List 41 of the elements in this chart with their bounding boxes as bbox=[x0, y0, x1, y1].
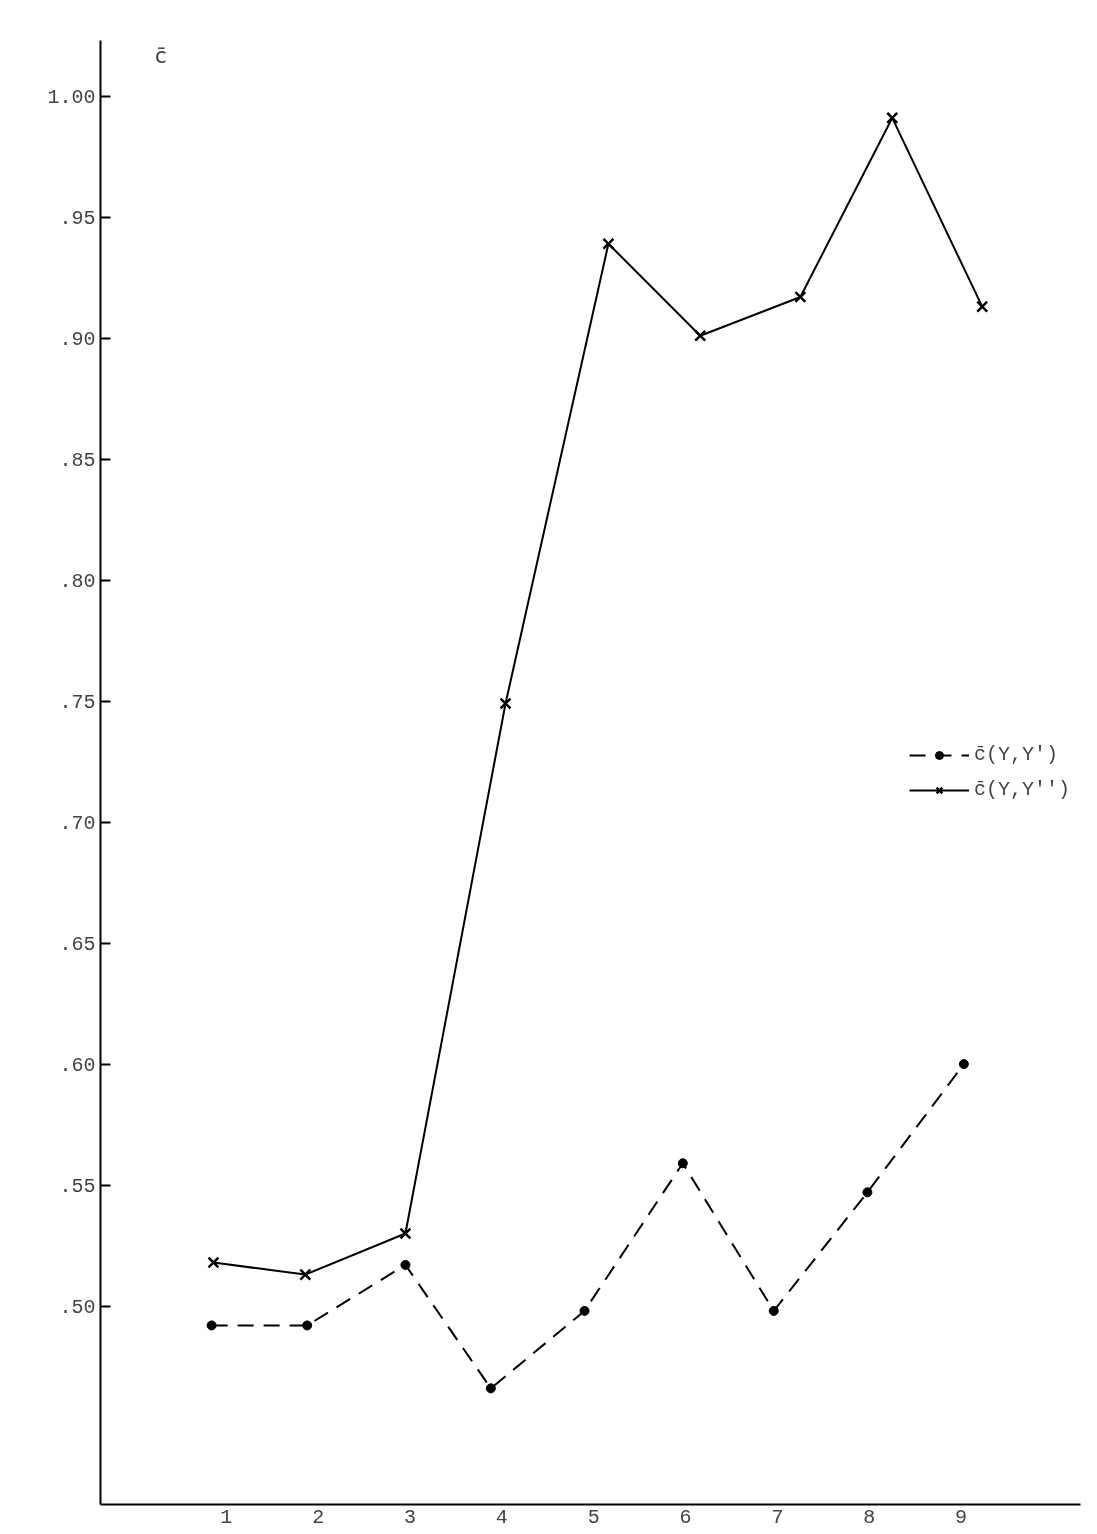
point bbox=[579, 1305, 590, 1316]
y-tick-label: .60 bbox=[59, 1053, 96, 1077]
legend-label: c̄(Y,Y'') bbox=[973, 778, 1070, 801]
point bbox=[399, 1227, 412, 1240]
point bbox=[677, 1158, 688, 1169]
point bbox=[499, 697, 512, 710]
x-tick-label: 9 bbox=[955, 1505, 968, 1529]
point bbox=[485, 1383, 496, 1394]
x-tick-label: 6 bbox=[679, 1505, 692, 1529]
x-tick-label: 4 bbox=[495, 1505, 508, 1529]
point bbox=[302, 1320, 313, 1331]
point bbox=[400, 1259, 411, 1270]
point bbox=[207, 1256, 220, 1269]
point bbox=[958, 1059, 969, 1070]
point bbox=[886, 111, 899, 125]
x-tick-label: 5 bbox=[587, 1505, 600, 1529]
y-tick-label: .65 bbox=[59, 932, 96, 956]
y-tick-label: .75 bbox=[59, 690, 96, 714]
y-axis-title: c̄ bbox=[153, 42, 168, 68]
x-tick-label: 2 bbox=[312, 1505, 325, 1529]
y-tick-label: .55 bbox=[59, 1174, 96, 1198]
y-tick-label: .70 bbox=[59, 811, 96, 835]
x-tick-label: 8 bbox=[863, 1505, 876, 1529]
point bbox=[206, 1320, 217, 1331]
point bbox=[768, 1305, 779, 1316]
x-tick-label: 7 bbox=[771, 1505, 784, 1529]
point bbox=[602, 237, 615, 250]
point bbox=[862, 1187, 873, 1198]
y-tick-label: .85 bbox=[59, 448, 96, 472]
y-tick-label: .95 bbox=[59, 206, 96, 230]
y-tick-label: .50 bbox=[59, 1295, 96, 1319]
y-tick-label: 1.00 bbox=[47, 85, 96, 109]
x-tick-label: 3 bbox=[404, 1505, 417, 1529]
legend-label: c̄(Y,Y') bbox=[973, 743, 1058, 766]
point bbox=[299, 1268, 312, 1281]
y-tick-label: .90 bbox=[59, 327, 96, 351]
point bbox=[976, 300, 989, 313]
point bbox=[694, 329, 707, 342]
y-tick-label: .80 bbox=[59, 569, 96, 593]
point bbox=[794, 290, 807, 304]
x-tick-label: 1 bbox=[220, 1505, 233, 1529]
